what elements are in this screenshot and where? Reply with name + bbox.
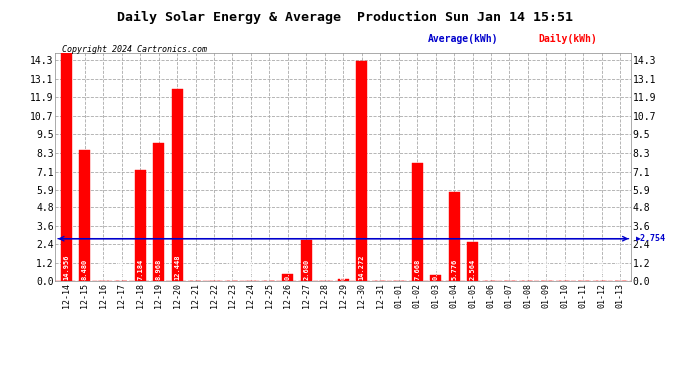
Text: 0.000: 0.000: [506, 259, 513, 280]
Text: 0.000: 0.000: [599, 259, 605, 280]
Text: 0.456: 0.456: [285, 259, 291, 280]
Text: 0.000: 0.000: [618, 259, 623, 280]
Text: 2.680: 2.680: [304, 259, 309, 280]
Text: 0.000: 0.000: [230, 259, 235, 280]
Text: 0.000: 0.000: [580, 259, 586, 280]
Bar: [61, 50, 72, 281]
Bar: [153, 142, 164, 281]
Text: 0.000: 0.000: [211, 259, 217, 280]
Text: 0.000: 0.000: [193, 259, 199, 280]
Text: 8.480: 8.480: [81, 259, 88, 280]
Text: 14.272: 14.272: [359, 255, 365, 280]
Bar: [79, 150, 90, 281]
Text: 12.448: 12.448: [174, 255, 180, 280]
Text: Average(kWh): Average(kWh): [428, 34, 498, 44]
Text: Daily Solar Energy & Average  Production Sun Jan 14 15:51: Daily Solar Energy & Average Production …: [117, 11, 573, 24]
Text: Daily(kWh): Daily(kWh): [538, 34, 597, 44]
Text: 0.000: 0.000: [544, 259, 549, 280]
Text: 0.000: 0.000: [525, 259, 531, 280]
Bar: [467, 242, 478, 281]
Text: 0.000: 0.000: [248, 259, 254, 280]
Text: 8.968: 8.968: [156, 259, 161, 280]
Text: 0.000: 0.000: [119, 259, 125, 280]
Bar: [282, 274, 293, 281]
Text: 0.000: 0.000: [395, 259, 402, 280]
Text: 7.668: 7.668: [414, 259, 420, 280]
Text: 0.000: 0.000: [562, 259, 568, 280]
Text: 7.184: 7.184: [137, 259, 143, 280]
Bar: [301, 240, 312, 281]
Bar: [430, 274, 441, 281]
Bar: [337, 279, 349, 281]
Text: ▶2.754: ▶2.754: [635, 234, 666, 243]
Bar: [135, 170, 146, 281]
Text: 0.000: 0.000: [488, 259, 494, 280]
Text: 0.032: 0.032: [266, 259, 273, 280]
Bar: [172, 89, 183, 281]
Text: 0.000: 0.000: [100, 259, 106, 280]
Text: 2.564: 2.564: [469, 259, 475, 280]
Text: 0.000: 0.000: [322, 259, 328, 280]
Text: Copyright 2024 Cartronics.com: Copyright 2024 Cartronics.com: [62, 45, 207, 54]
Text: 14.956: 14.956: [63, 255, 69, 280]
Bar: [448, 192, 460, 281]
Bar: [356, 61, 367, 281]
Bar: [412, 163, 423, 281]
Text: 0.160: 0.160: [340, 259, 346, 280]
Text: 5.776: 5.776: [451, 259, 457, 280]
Text: 0.000: 0.000: [377, 259, 383, 280]
Text: 0.428: 0.428: [433, 259, 439, 280]
